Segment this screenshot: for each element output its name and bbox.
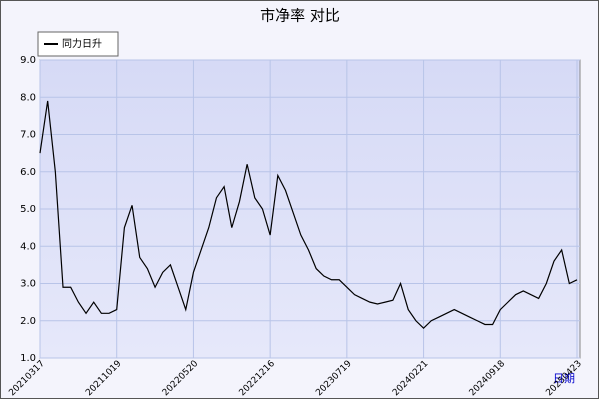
y-tick-label: 8.0 — [20, 92, 36, 103]
y-tick-label: 3.0 — [20, 279, 36, 290]
y-tick-label: 2.0 — [20, 316, 36, 327]
y-tick-label: 1.0 — [20, 353, 36, 364]
x-axis-label: 日期 — [553, 372, 575, 385]
chart-title: 市净率 对比 — [260, 7, 340, 25]
y-tick-label: 9.0 — [20, 55, 36, 66]
y-tick-label: 6.0 — [20, 167, 36, 178]
y-tick-label: 5.0 — [20, 204, 36, 215]
legend-label: 同力日升 — [62, 37, 102, 50]
y-tick-label: 4.0 — [20, 241, 36, 252]
y-tick-label: 7.0 — [20, 130, 36, 141]
series-line — [39, 100, 578, 330]
